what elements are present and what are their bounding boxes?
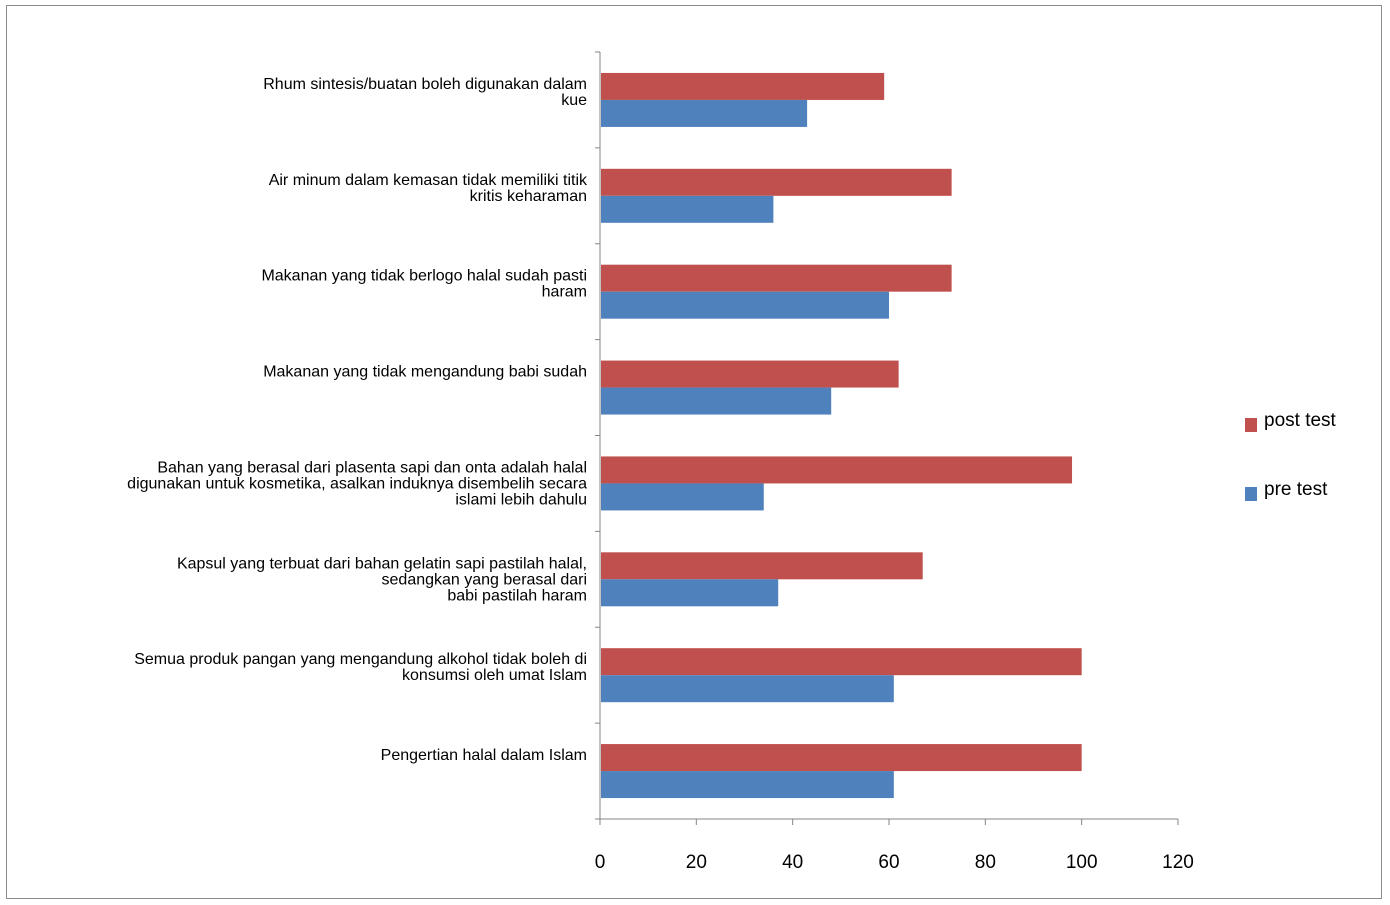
bar-post-test xyxy=(601,744,1082,772)
category-label: Rhum sintesis/buatan boleh digunakan dal… xyxy=(263,76,587,93)
bar-pre-test xyxy=(601,771,894,799)
category-label: islami lebih dahulu xyxy=(455,491,587,508)
bar-pre-test xyxy=(601,387,832,415)
category-label: digunakan untuk kosmetika, asalkan induk… xyxy=(127,475,587,492)
x-tick-label: 0 xyxy=(595,852,606,873)
bar-pre-test xyxy=(601,291,889,319)
category-label: konsumsi oleh umat Islam xyxy=(402,667,587,684)
bar-pre-test xyxy=(601,99,808,127)
category-label: Makanan yang tidak mengandung babi sudah xyxy=(263,364,587,381)
legend-swatch xyxy=(1245,418,1257,432)
bar-post-test xyxy=(601,648,1082,676)
category-label: Pengertian halal dalam Islam xyxy=(381,747,587,764)
category-label: Semua produk pangan yang mengandung alko… xyxy=(134,651,587,668)
legend-swatch xyxy=(1245,487,1257,501)
category-label: kritis keharaman xyxy=(470,188,587,205)
bar-pre-test xyxy=(601,675,894,703)
category-label: sedangkan yang berasal dari xyxy=(382,571,587,588)
category-label: Kapsul yang terbuat dari bahan gelatin s… xyxy=(177,555,587,572)
x-tick-label: 80 xyxy=(975,852,996,873)
category-label: Bahan yang berasal dari plasenta sapi da… xyxy=(157,459,587,476)
category-label: Makanan yang tidak berlogo halal sudah p… xyxy=(261,268,587,285)
x-tick-label: 100 xyxy=(1066,852,1098,873)
category-label: haram xyxy=(542,284,587,301)
bar-post-test xyxy=(601,264,952,292)
x-tick-label: 20 xyxy=(686,852,707,873)
bar-post-test xyxy=(601,456,1073,484)
x-tick-label: 40 xyxy=(782,852,803,873)
bar-post-test xyxy=(601,72,885,100)
category-label: babi pastilah haram xyxy=(447,587,587,604)
bar-post-test xyxy=(601,552,923,580)
x-tick-label: 120 xyxy=(1162,852,1194,873)
legend-label: pre test xyxy=(1264,479,1328,500)
bar-pre-test xyxy=(601,579,779,607)
bar-pre-test xyxy=(601,483,764,511)
legend-label: post test xyxy=(1264,410,1337,431)
x-tick-label: 60 xyxy=(878,852,899,873)
bar-post-test xyxy=(601,168,952,196)
category-label: Air minum dalam kemasan tidak memiliki t… xyxy=(269,172,588,189)
bar-pre-test xyxy=(601,195,774,223)
bar-post-test xyxy=(601,360,899,388)
category-label: kue xyxy=(561,92,587,109)
